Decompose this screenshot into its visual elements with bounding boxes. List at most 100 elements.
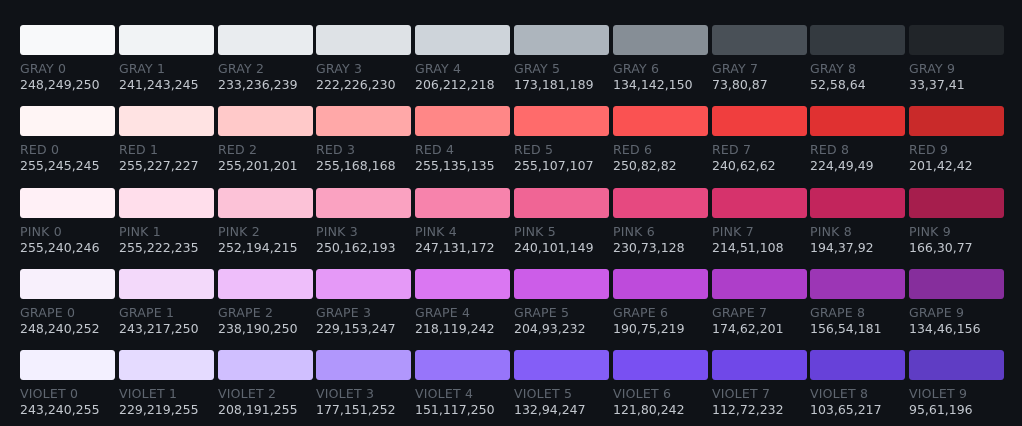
swatch-red-9[interactable]: RED 9 201,42,42 (909, 106, 1004, 173)
swatch-gray-5[interactable]: GRAY 5 173,181,189 (514, 25, 609, 92)
swatch-color-box[interactable] (316, 188, 411, 218)
swatch-violet-0[interactable]: VIOLET 0 243,240,255 (20, 350, 115, 417)
swatch-grape-8[interactable]: GRAPE 8 156,54,181 (810, 269, 905, 336)
swatch-color-box[interactable] (613, 350, 708, 380)
swatch-violet-7[interactable]: VIOLET 7 112,72,232 (712, 350, 807, 417)
swatch-color-box[interactable] (514, 188, 609, 218)
swatch-color-box[interactable] (316, 25, 411, 55)
swatch-violet-8[interactable]: VIOLET 8 103,65,217 (810, 350, 905, 417)
swatch-violet-6[interactable]: VIOLET 6 121,80,242 (613, 350, 708, 417)
swatch-red-2[interactable]: RED 2 255,201,201 (218, 106, 313, 173)
swatch-gray-3[interactable]: GRAY 3 222,226,230 (316, 25, 411, 92)
swatch-color-box[interactable] (712, 25, 807, 55)
swatch-pink-2[interactable]: PINK 2 252,194,215 (218, 188, 313, 255)
swatch-grape-7[interactable]: GRAPE 7 174,62,201 (712, 269, 807, 336)
swatch-color-box[interactable] (415, 188, 510, 218)
swatch-color-box[interactable] (712, 188, 807, 218)
swatch-color-box[interactable] (909, 350, 1004, 380)
swatch-red-7[interactable]: RED 7 240,62,62 (712, 106, 807, 173)
swatch-color-box[interactable] (514, 25, 609, 55)
swatch-grape-9[interactable]: GRAPE 9 134,46,156 (909, 269, 1004, 336)
swatch-color-box[interactable] (119, 188, 214, 218)
swatch-red-4[interactable]: RED 4 255,135,135 (415, 106, 510, 173)
swatch-pink-1[interactable]: PINK 1 255,222,235 (119, 188, 214, 255)
swatch-grape-3[interactable]: GRAPE 3 229,153,247 (316, 269, 411, 336)
swatch-violet-9[interactable]: VIOLET 9 95,61,196 (909, 350, 1004, 417)
swatch-color-box[interactable] (415, 350, 510, 380)
swatch-grape-6[interactable]: GRAPE 6 190,75,219 (613, 269, 708, 336)
swatch-pink-6[interactable]: PINK 6 230,73,128 (613, 188, 708, 255)
swatch-violet-2[interactable]: VIOLET 2 208,191,255 (218, 350, 313, 417)
swatch-color-box[interactable] (119, 269, 214, 299)
swatch-grape-4[interactable]: GRAPE 4 218,119,242 (415, 269, 510, 336)
swatch-color-box[interactable] (20, 188, 115, 218)
swatch-pink-9[interactable]: PINK 9 166,30,77 (909, 188, 1004, 255)
swatch-color-box[interactable] (909, 106, 1004, 136)
swatch-gray-2[interactable]: GRAY 2 233,236,239 (218, 25, 313, 92)
swatch-color-box[interactable] (20, 269, 115, 299)
swatch-violet-4[interactable]: VIOLET 4 151,117,250 (415, 350, 510, 417)
swatch-red-1[interactable]: RED 1 255,227,227 (119, 106, 214, 173)
swatch-grape-5[interactable]: GRAPE 5 204,93,232 (514, 269, 609, 336)
swatch-grape-0[interactable]: GRAPE 0 248,240,252 (20, 269, 115, 336)
swatch-pink-8[interactable]: PINK 8 194,37,92 (810, 188, 905, 255)
swatch-color-box[interactable] (613, 188, 708, 218)
swatch-color-box[interactable] (909, 25, 1004, 55)
swatch-color-box[interactable] (810, 25, 905, 55)
swatch-gray-1[interactable]: GRAY 1 241,243,245 (119, 25, 214, 92)
swatch-color-box[interactable] (20, 106, 115, 136)
swatch-violet-3[interactable]: VIOLET 3 177,151,252 (316, 350, 411, 417)
swatch-red-5[interactable]: RED 5 255,107,107 (514, 106, 609, 173)
swatch-red-3[interactable]: RED 3 255,168,168 (316, 106, 411, 173)
swatch-color-box[interactable] (415, 269, 510, 299)
swatch-color-box[interactable] (514, 269, 609, 299)
swatch-color-box[interactable] (316, 269, 411, 299)
swatch-color-box[interactable] (810, 188, 905, 218)
swatch-grape-2[interactable]: GRAPE 2 238,190,250 (218, 269, 313, 336)
swatch-color-box[interactable] (218, 188, 313, 218)
swatch-grape-1[interactable]: GRAPE 1 243,217,250 (119, 269, 214, 336)
swatch-color-box[interactable] (415, 25, 510, 55)
swatch-color-box[interactable] (613, 106, 708, 136)
swatch-red-6[interactable]: RED 6 250,82,82 (613, 106, 708, 173)
swatch-color-box[interactable] (415, 106, 510, 136)
swatch-color-box[interactable] (810, 269, 905, 299)
swatch-color-box[interactable] (810, 106, 905, 136)
swatch-color-box[interactable] (316, 106, 411, 136)
swatch-color-box[interactable] (514, 106, 609, 136)
swatch-color-box[interactable] (316, 350, 411, 380)
swatch-color-box[interactable] (218, 269, 313, 299)
swatch-pink-0[interactable]: PINK 0 255,240,246 (20, 188, 115, 255)
swatch-gray-8[interactable]: GRAY 8 52,58,64 (810, 25, 905, 92)
swatch-color-box[interactable] (20, 25, 115, 55)
swatch-violet-1[interactable]: VIOLET 1 229,219,255 (119, 350, 214, 417)
swatch-color-box[interactable] (712, 106, 807, 136)
swatch-color-box[interactable] (712, 269, 807, 299)
swatch-gray-7[interactable]: GRAY 7 73,80,87 (712, 25, 807, 92)
swatch-color-box[interactable] (119, 350, 214, 380)
swatch-color-box[interactable] (810, 350, 905, 380)
swatch-pink-3[interactable]: PINK 3 250,162,193 (316, 188, 411, 255)
swatch-color-box[interactable] (20, 350, 115, 380)
swatch-color-box[interactable] (909, 269, 1004, 299)
swatch-color-box[interactable] (514, 350, 609, 380)
swatch-color-box[interactable] (119, 25, 214, 55)
swatch-color-box[interactable] (218, 350, 313, 380)
swatch-pink-7[interactable]: PINK 7 214,51,108 (712, 188, 807, 255)
swatch-color-box[interactable] (909, 188, 1004, 218)
swatch-gray-4[interactable]: GRAY 4 206,212,218 (415, 25, 510, 92)
swatch-color-box[interactable] (218, 25, 313, 55)
swatch-gray-0[interactable]: GRAY 0 248,249,250 (20, 25, 115, 92)
swatch-gray-9[interactable]: GRAY 9 33,37,41 (909, 25, 1004, 92)
swatch-color-box[interactable] (218, 106, 313, 136)
swatch-gray-6[interactable]: GRAY 6 134,142,150 (613, 25, 708, 92)
swatch-pink-5[interactable]: PINK 5 240,101,149 (514, 188, 609, 255)
swatch-color-box[interactable] (119, 106, 214, 136)
swatch-red-0[interactable]: RED 0 255,245,245 (20, 106, 115, 173)
swatch-pink-4[interactable]: PINK 4 247,131,172 (415, 188, 510, 255)
swatch-color-box[interactable] (613, 25, 708, 55)
swatch-color-box[interactable] (712, 350, 807, 380)
swatch-color-box[interactable] (613, 269, 708, 299)
swatch-violet-5[interactable]: VIOLET 5 132,94,247 (514, 350, 609, 417)
swatch-red-8[interactable]: RED 8 224,49,49 (810, 106, 905, 173)
